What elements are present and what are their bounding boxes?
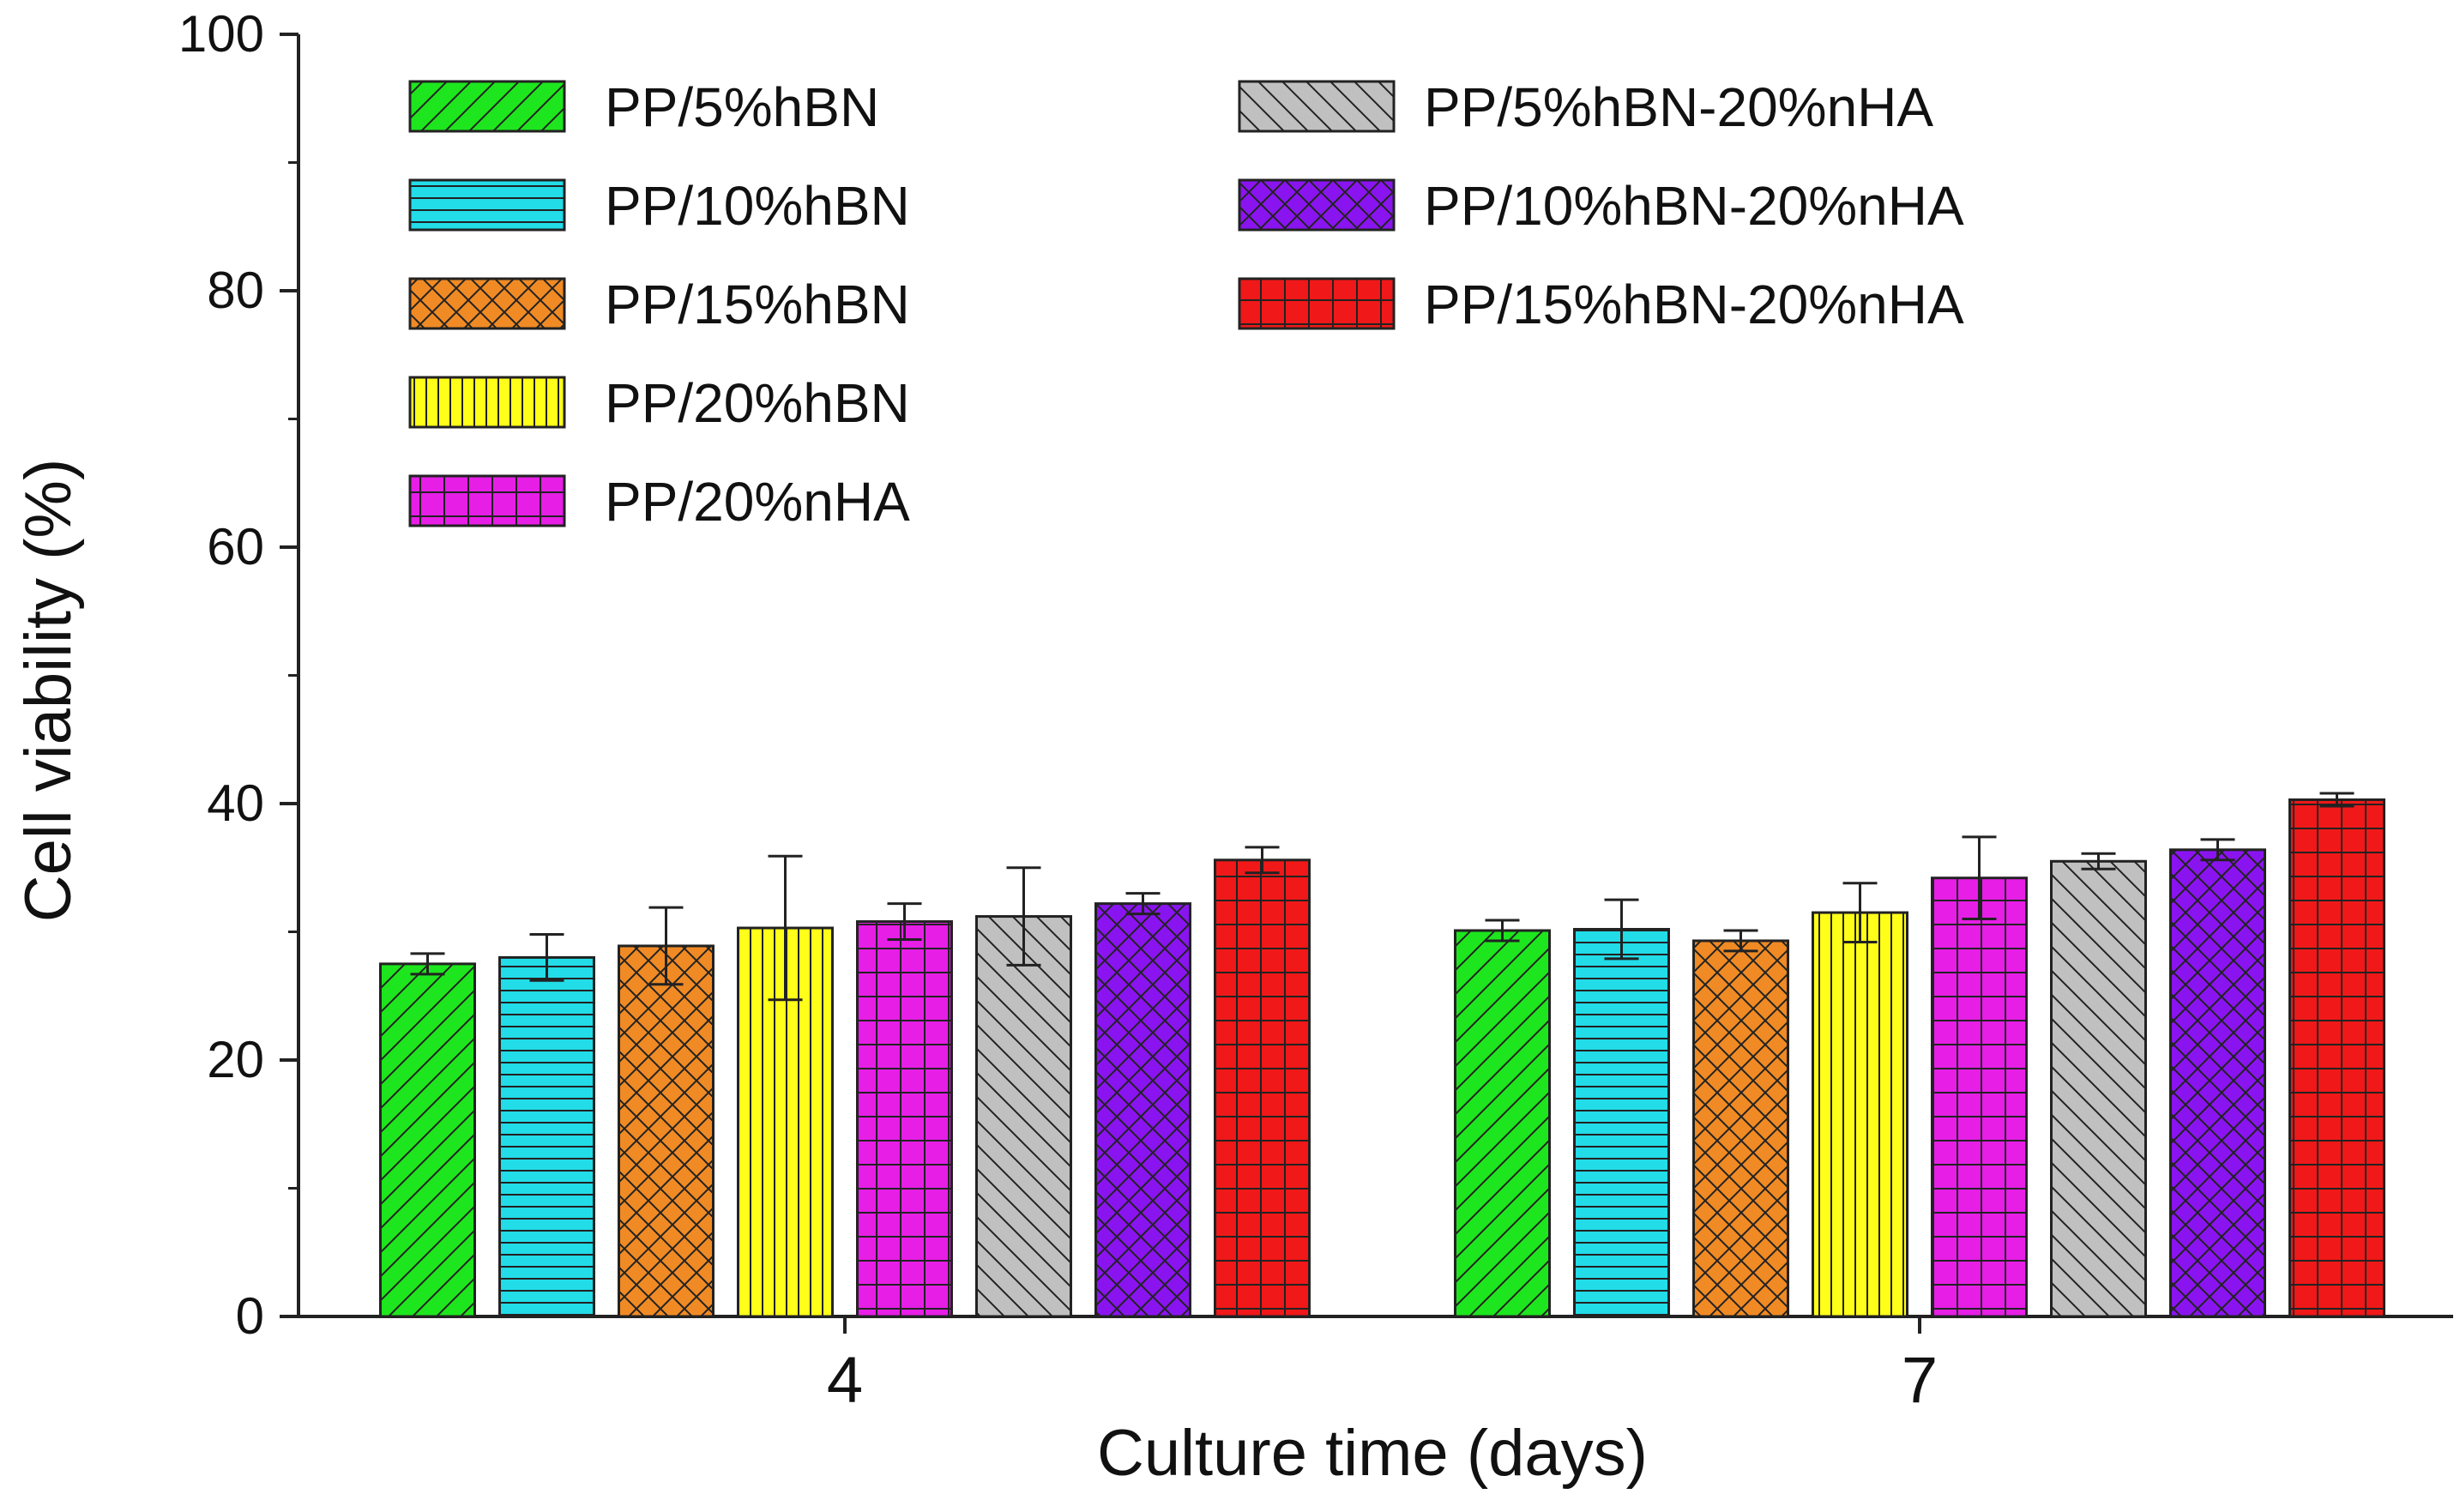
x-axis-title: Culture time (days)	[1097, 1417, 1648, 1490]
bar	[1573, 928, 1670, 1318]
axes: 0 20 40 60 80 100 4 7	[178, 5, 2453, 1417]
bar	[1931, 876, 2028, 1318]
legend-swatch	[408, 178, 566, 232]
legend-label: PP/10%hBN-20%nHA	[1424, 175, 1964, 237]
bar	[1214, 858, 1311, 1318]
legend-swatch	[1238, 80, 1396, 133]
x-tick-label: 4	[827, 1344, 863, 1417]
y-tick-label: 0	[236, 1287, 264, 1345]
legend-swatch	[1238, 178, 1396, 232]
legend-swatch	[408, 474, 566, 527]
bar	[1094, 902, 1191, 1318]
bar	[1454, 929, 1551, 1318]
y-tick-label: 20	[207, 1031, 264, 1088]
legend-label: PP/5%hBN-20%nHA	[1424, 76, 1933, 138]
legend-label: PP/20%hBN	[605, 372, 910, 434]
bar	[1812, 911, 1908, 1318]
bar	[618, 944, 714, 1318]
legend-swatch	[408, 80, 566, 133]
bar	[856, 920, 953, 1318]
bar	[2050, 859, 2147, 1318]
bars	[379, 792, 2385, 1318]
legend-label: PP/15%hBN-20%nHA	[1424, 274, 1964, 335]
y-tick-label: 80	[207, 262, 264, 319]
bar	[2288, 798, 2385, 1318]
legend-label: PP/5%hBN	[605, 76, 879, 138]
y-tick-label: 40	[207, 774, 264, 832]
legend-label: PP/10%hBN	[605, 175, 910, 237]
bar	[2169, 848, 2266, 1318]
bar	[379, 962, 476, 1318]
legend-swatch	[408, 277, 566, 330]
legend: PP/5%hBN PP/10%hBN PP/15%hBN PP/20%hBN PP/20…	[408, 76, 1964, 533]
x-tick-label: 7	[1902, 1344, 1938, 1417]
legend-swatch	[1238, 277, 1396, 330]
bar	[1692, 939, 1789, 1318]
legend-label: PP/20%nHA	[605, 471, 910, 533]
legend-label: PP/15%hBN	[605, 274, 910, 335]
bar	[975, 915, 1072, 1318]
legend-swatch	[408, 376, 566, 429]
y-tick-label: 60	[207, 518, 264, 575]
y-tick-label: 100	[178, 5, 264, 63]
bar	[498, 955, 595, 1318]
y-axis-title: Cell viability (%)	[12, 459, 85, 923]
